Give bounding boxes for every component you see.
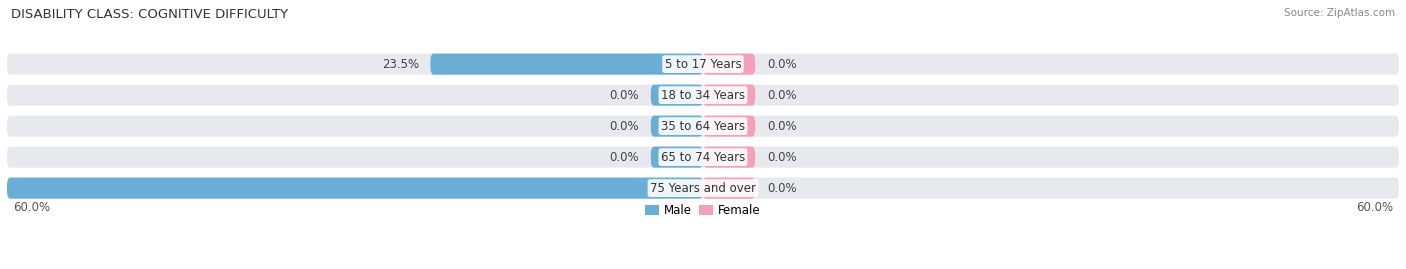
FancyBboxPatch shape	[430, 54, 703, 75]
Text: 18 to 34 Years: 18 to 34 Years	[661, 89, 745, 102]
Text: 0.0%: 0.0%	[766, 182, 796, 194]
Text: 0.0%: 0.0%	[766, 120, 796, 133]
Text: 0.0%: 0.0%	[766, 58, 796, 71]
Text: 60.0%: 60.0%	[1355, 201, 1393, 214]
Text: 60.0%: 60.0%	[13, 201, 51, 214]
Text: 23.5%: 23.5%	[381, 58, 419, 71]
FancyBboxPatch shape	[703, 116, 755, 137]
Text: 0.0%: 0.0%	[766, 151, 796, 164]
Text: 0.0%: 0.0%	[610, 120, 640, 133]
Text: Source: ZipAtlas.com: Source: ZipAtlas.com	[1284, 8, 1395, 18]
Text: 75 Years and over: 75 Years and over	[650, 182, 756, 194]
FancyBboxPatch shape	[703, 84, 755, 106]
Text: 0.0%: 0.0%	[766, 89, 796, 102]
FancyBboxPatch shape	[7, 54, 1399, 75]
Text: 35 to 64 Years: 35 to 64 Years	[661, 120, 745, 133]
FancyBboxPatch shape	[7, 178, 703, 199]
FancyBboxPatch shape	[651, 147, 703, 168]
FancyBboxPatch shape	[7, 84, 1399, 106]
FancyBboxPatch shape	[703, 147, 755, 168]
Text: 0.0%: 0.0%	[610, 151, 640, 164]
FancyBboxPatch shape	[651, 84, 703, 106]
Legend: Male, Female: Male, Female	[645, 204, 761, 217]
Text: 0.0%: 0.0%	[610, 89, 640, 102]
Text: 65 to 74 Years: 65 to 74 Years	[661, 151, 745, 164]
FancyBboxPatch shape	[703, 54, 755, 75]
FancyBboxPatch shape	[7, 116, 1399, 137]
Text: 5 to 17 Years: 5 to 17 Years	[665, 58, 741, 71]
Text: DISABILITY CLASS: COGNITIVE DIFFICULTY: DISABILITY CLASS: COGNITIVE DIFFICULTY	[11, 8, 288, 21]
FancyBboxPatch shape	[651, 116, 703, 137]
FancyBboxPatch shape	[703, 178, 755, 199]
FancyBboxPatch shape	[7, 178, 1399, 199]
FancyBboxPatch shape	[7, 147, 1399, 168]
